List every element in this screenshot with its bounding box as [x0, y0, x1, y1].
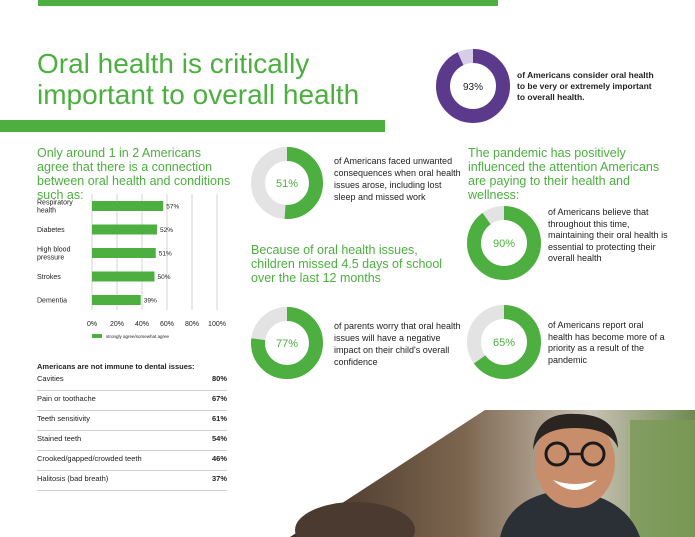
donut-arc [467, 206, 541, 280]
stat-51-text: of Americans faced unwanted consequences… [334, 156, 461, 202]
issue-value: 46% [211, 454, 227, 463]
stat-90-text: of Americans believe that throughout thi… [548, 207, 668, 263]
issue-row: Halitosis (bad breath) 37% [37, 470, 227, 491]
stat-77-text: of parents worry that oral health issues… [334, 321, 461, 367]
smiling-man-photo [235, 410, 695, 537]
x-tick-label: 20% [110, 321, 124, 328]
issue-value: 67% [211, 394, 227, 403]
conditions-bar-chart: 0% 20% 40% 60% 80% 100% 57% Respiratory health 52… [37, 194, 226, 339]
legend-label: strongly agree/somewhat agree [106, 334, 170, 339]
bar-value-label: 39% [144, 298, 157, 305]
category-label: Dementia [37, 298, 67, 305]
issue-value: 61% [211, 414, 227, 423]
category-label: Diabetes [37, 227, 65, 234]
donut-77-value: 77% [276, 338, 298, 350]
page-title: Oral health is critically important to o… [37, 48, 397, 110]
x-tick-label: 40% [135, 321, 149, 328]
x-tick-label: 60% [160, 321, 174, 328]
bar-value-label: 50% [158, 274, 171, 281]
bar [92, 295, 141, 305]
photo-face [535, 416, 615, 508]
donut-90: 90% [467, 206, 541, 280]
category-label-line: Diabetes [37, 227, 65, 234]
donut-51: 51% [251, 147, 323, 219]
bar [92, 224, 157, 235]
donut-arc [251, 147, 323, 219]
issue-name: Teeth sensitivity [37, 414, 90, 423]
donut-65: 65% [467, 305, 541, 379]
category-label-line: Respiratory [37, 200, 73, 207]
issue-name: Pain or toothache [37, 394, 96, 403]
issue-name: Cavities [37, 374, 64, 383]
hero-donut-93: 93% [436, 49, 510, 123]
issue-name: Crooked/gapped/crowded teeth [37, 454, 142, 463]
stat-65-text: of Americans report oral health has beco… [548, 320, 665, 365]
photo-blur-object [295, 502, 415, 537]
photo-illustration [235, 410, 695, 537]
bar [92, 248, 156, 258]
x-tick-label: 100% [208, 321, 226, 328]
issue-name: Halitosis (bad breath) [37, 474, 109, 483]
donut-51-value: 51% [276, 178, 298, 190]
photo-smile [553, 480, 597, 490]
issue-value: 37% [211, 474, 227, 483]
donut-arc [436, 49, 510, 123]
issue-name: Stained teeth [37, 434, 82, 443]
photo-shirt [500, 490, 640, 537]
issue-row: Cavities 80% [37, 370, 227, 391]
title-line-1: Oral health is critically [37, 48, 310, 79]
issues-heading: Americans are not immune to dental issue… [37, 362, 195, 371]
top-accent-bar [38, 0, 498, 6]
issue-row: Crooked/gapped/crowded teeth 46% [37, 450, 227, 471]
photo-hair [533, 413, 618, 450]
photo-plant [630, 420, 695, 537]
bar-value-label: 51% [159, 251, 172, 258]
category-label-line: health [37, 208, 56, 215]
title-underline-bar [0, 120, 385, 132]
x-tick-label: 0% [87, 321, 97, 328]
category-label-line: Strokes [37, 274, 61, 281]
donut-arc [467, 305, 541, 379]
category-label: High blood pressure [37, 247, 71, 262]
issue-row: Teeth sensitivity 61% [37, 410, 227, 431]
category-label: Strokes [37, 274, 61, 281]
category-label: Respiratory health [37, 200, 73, 215]
bar [92, 271, 155, 282]
photo-white-wedge [235, 410, 485, 537]
hero-stat-text: of Americans consider oral health to be … [517, 70, 654, 102]
issue-row: Pain or toothache 67% [37, 390, 227, 411]
category-label-line: High blood [37, 247, 71, 254]
bar-value-label: 57% [166, 204, 179, 211]
legend-swatch [92, 334, 102, 338]
issue-row: Stained teeth 54% [37, 430, 227, 451]
category-label-line: Dementia [37, 298, 67, 305]
donut-77: 77% [251, 307, 323, 379]
donut-65-value: 65% [493, 337, 515, 349]
x-tick-label: 80% [185, 321, 199, 328]
title-line-2: important to overall health [37, 79, 360, 110]
issue-value: 54% [211, 434, 227, 443]
bar-value-label: 52% [160, 227, 173, 234]
bar [92, 201, 164, 211]
school-heading: Because of oral health issues, children … [251, 243, 443, 285]
donut-arc [251, 307, 323, 379]
hero-donut-value: 93% [463, 82, 483, 93]
pandemic-heading: The pandemic has positively influenced t… [468, 146, 660, 202]
category-label-line: pressure [37, 255, 64, 262]
issue-value: 80% [211, 374, 227, 383]
connection-heading: Only around 1 in 2 Americans agree that … [37, 146, 231, 202]
donut-90-value: 90% [493, 238, 515, 250]
